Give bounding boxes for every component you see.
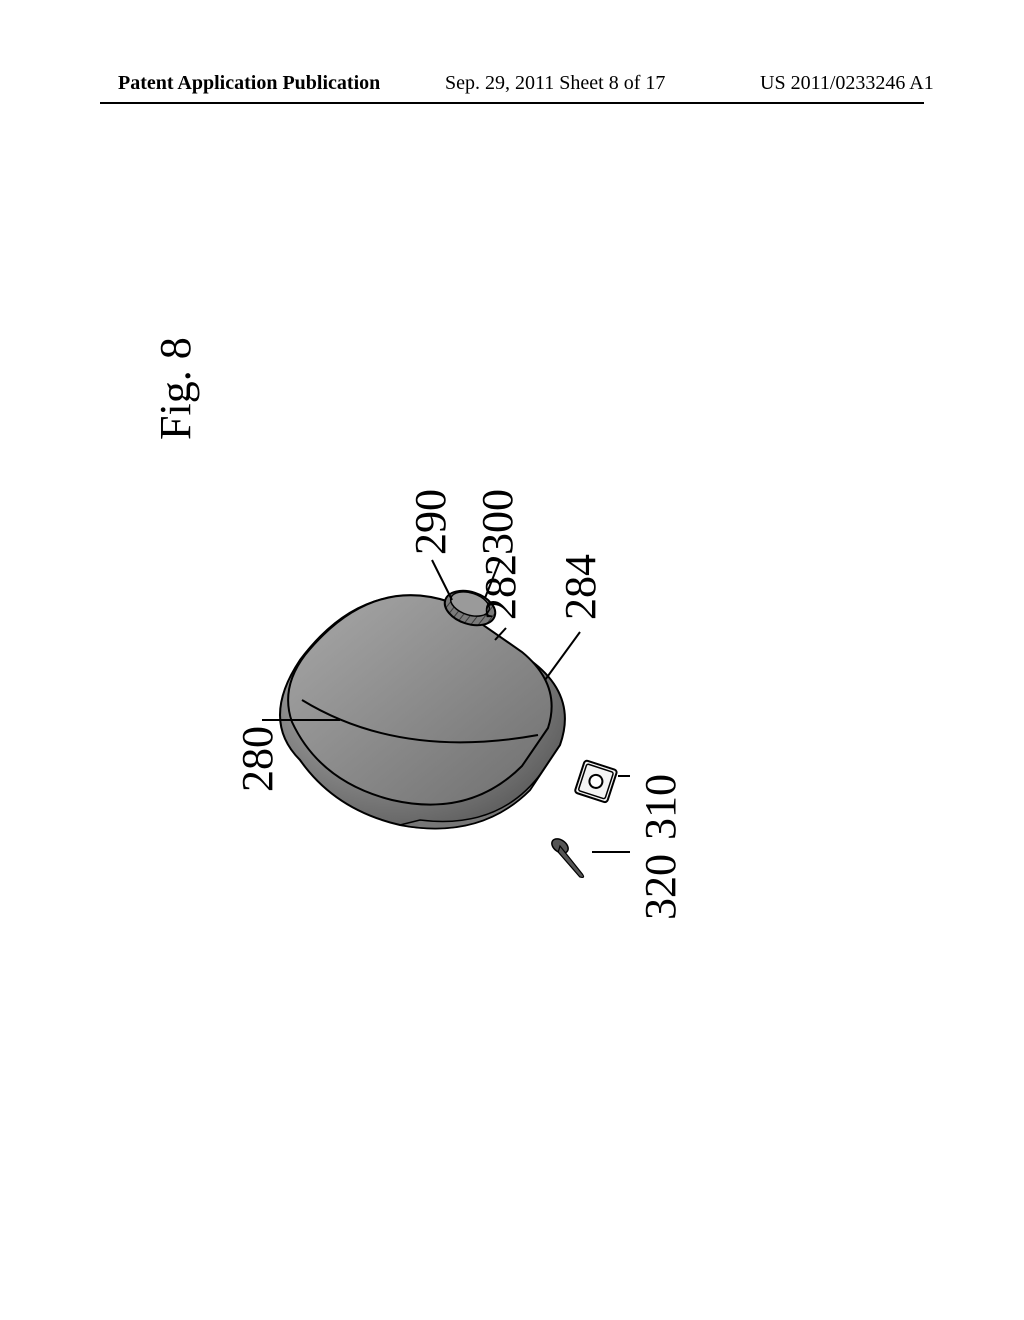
fastener (545, 836, 594, 879)
page: Patent Application Publication Sep. 29, … (0, 0, 1024, 1320)
square-plate (574, 760, 617, 803)
callout-320: 320 (635, 854, 686, 920)
callout-310: 310 (635, 774, 686, 840)
callout-290: 290 (405, 489, 456, 555)
callout-284: 284 (555, 554, 606, 620)
figure-drawing (0, 0, 1024, 1320)
callout-282: 282 (475, 554, 526, 620)
callout-280: 280 (232, 726, 283, 792)
callout-300: 300 (472, 489, 523, 555)
